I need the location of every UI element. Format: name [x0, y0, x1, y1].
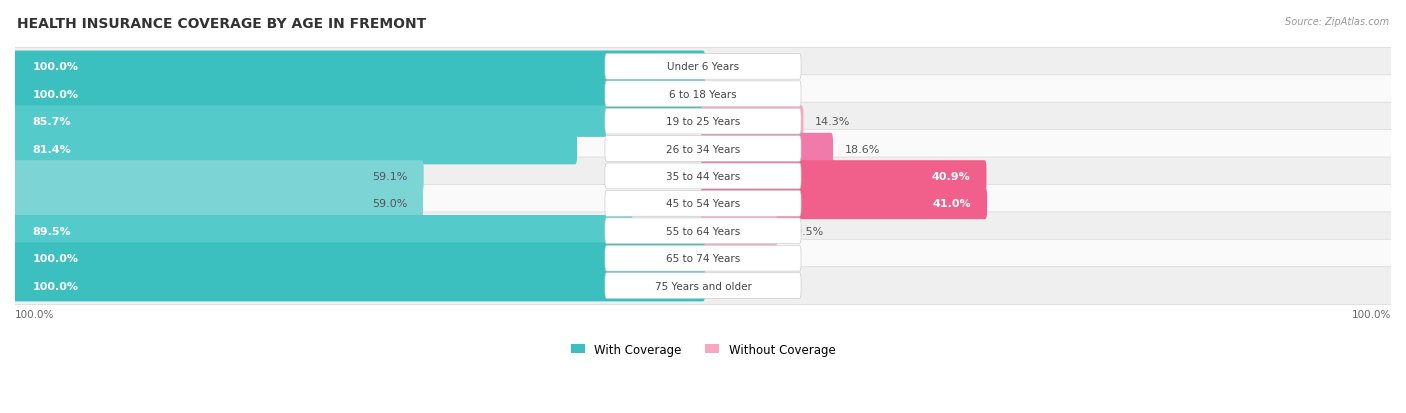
Text: 100.0%: 100.0% — [32, 281, 79, 291]
Text: 0.0%: 0.0% — [717, 62, 745, 72]
Text: 55 to 64 Years: 55 to 64 Years — [666, 226, 740, 236]
FancyBboxPatch shape — [605, 136, 801, 162]
Text: 6 to 18 Years: 6 to 18 Years — [669, 90, 737, 100]
Text: Under 6 Years: Under 6 Years — [666, 62, 740, 72]
Text: 14.3%: 14.3% — [815, 117, 851, 127]
FancyBboxPatch shape — [13, 270, 704, 301]
FancyBboxPatch shape — [605, 109, 801, 135]
FancyBboxPatch shape — [13, 188, 423, 220]
FancyBboxPatch shape — [702, 106, 803, 138]
Text: Source: ZipAtlas.com: Source: ZipAtlas.com — [1285, 17, 1389, 26]
Text: HEALTH INSURANCE COVERAGE BY AGE IN FREMONT: HEALTH INSURANCE COVERAGE BY AGE IN FREM… — [17, 17, 426, 31]
FancyBboxPatch shape — [702, 216, 778, 247]
Text: 100.0%: 100.0% — [1351, 309, 1391, 319]
Text: 10.5%: 10.5% — [789, 226, 824, 236]
Text: 65 to 74 Years: 65 to 74 Years — [666, 254, 740, 263]
Text: 19 to 25 Years: 19 to 25 Years — [666, 117, 740, 127]
FancyBboxPatch shape — [13, 267, 1393, 305]
FancyBboxPatch shape — [13, 185, 1393, 223]
Text: 45 to 54 Years: 45 to 54 Years — [666, 199, 740, 209]
Text: 0.0%: 0.0% — [717, 254, 745, 263]
Text: 85.7%: 85.7% — [32, 117, 70, 127]
FancyBboxPatch shape — [605, 82, 801, 107]
Text: 100.0%: 100.0% — [32, 90, 79, 100]
FancyBboxPatch shape — [13, 103, 1393, 141]
FancyBboxPatch shape — [605, 54, 801, 80]
Text: 26 to 34 Years: 26 to 34 Years — [666, 144, 740, 154]
Text: 100.0%: 100.0% — [32, 254, 79, 263]
FancyBboxPatch shape — [13, 48, 1393, 86]
FancyBboxPatch shape — [13, 76, 1393, 113]
Text: 59.1%: 59.1% — [373, 171, 408, 182]
FancyBboxPatch shape — [605, 273, 801, 299]
FancyBboxPatch shape — [605, 218, 801, 244]
FancyBboxPatch shape — [13, 216, 633, 247]
FancyBboxPatch shape — [13, 106, 606, 138]
FancyBboxPatch shape — [13, 158, 1393, 195]
Legend: With Coverage, Without Coverage: With Coverage, Without Coverage — [571, 343, 835, 356]
Text: 75 Years and older: 75 Years and older — [655, 281, 751, 291]
Text: 89.5%: 89.5% — [32, 226, 70, 236]
FancyBboxPatch shape — [13, 240, 1393, 278]
FancyBboxPatch shape — [13, 79, 704, 110]
Text: 40.9%: 40.9% — [932, 171, 970, 182]
FancyBboxPatch shape — [13, 212, 1393, 250]
FancyBboxPatch shape — [13, 243, 704, 274]
FancyBboxPatch shape — [13, 131, 1393, 168]
FancyBboxPatch shape — [13, 161, 423, 192]
FancyBboxPatch shape — [605, 191, 801, 217]
FancyBboxPatch shape — [702, 188, 987, 220]
Text: 100.0%: 100.0% — [15, 309, 55, 319]
FancyBboxPatch shape — [605, 246, 801, 271]
FancyBboxPatch shape — [605, 164, 801, 190]
Text: 35 to 44 Years: 35 to 44 Years — [666, 171, 740, 182]
Text: 100.0%: 100.0% — [32, 62, 79, 72]
Text: 81.4%: 81.4% — [32, 144, 70, 154]
FancyBboxPatch shape — [702, 133, 832, 165]
Text: 41.0%: 41.0% — [932, 199, 972, 209]
FancyBboxPatch shape — [13, 133, 576, 165]
FancyBboxPatch shape — [702, 161, 987, 192]
Text: 0.0%: 0.0% — [717, 90, 745, 100]
Text: 0.0%: 0.0% — [717, 281, 745, 291]
Text: 59.0%: 59.0% — [371, 199, 408, 209]
Text: 18.6%: 18.6% — [845, 144, 880, 154]
FancyBboxPatch shape — [13, 52, 704, 83]
